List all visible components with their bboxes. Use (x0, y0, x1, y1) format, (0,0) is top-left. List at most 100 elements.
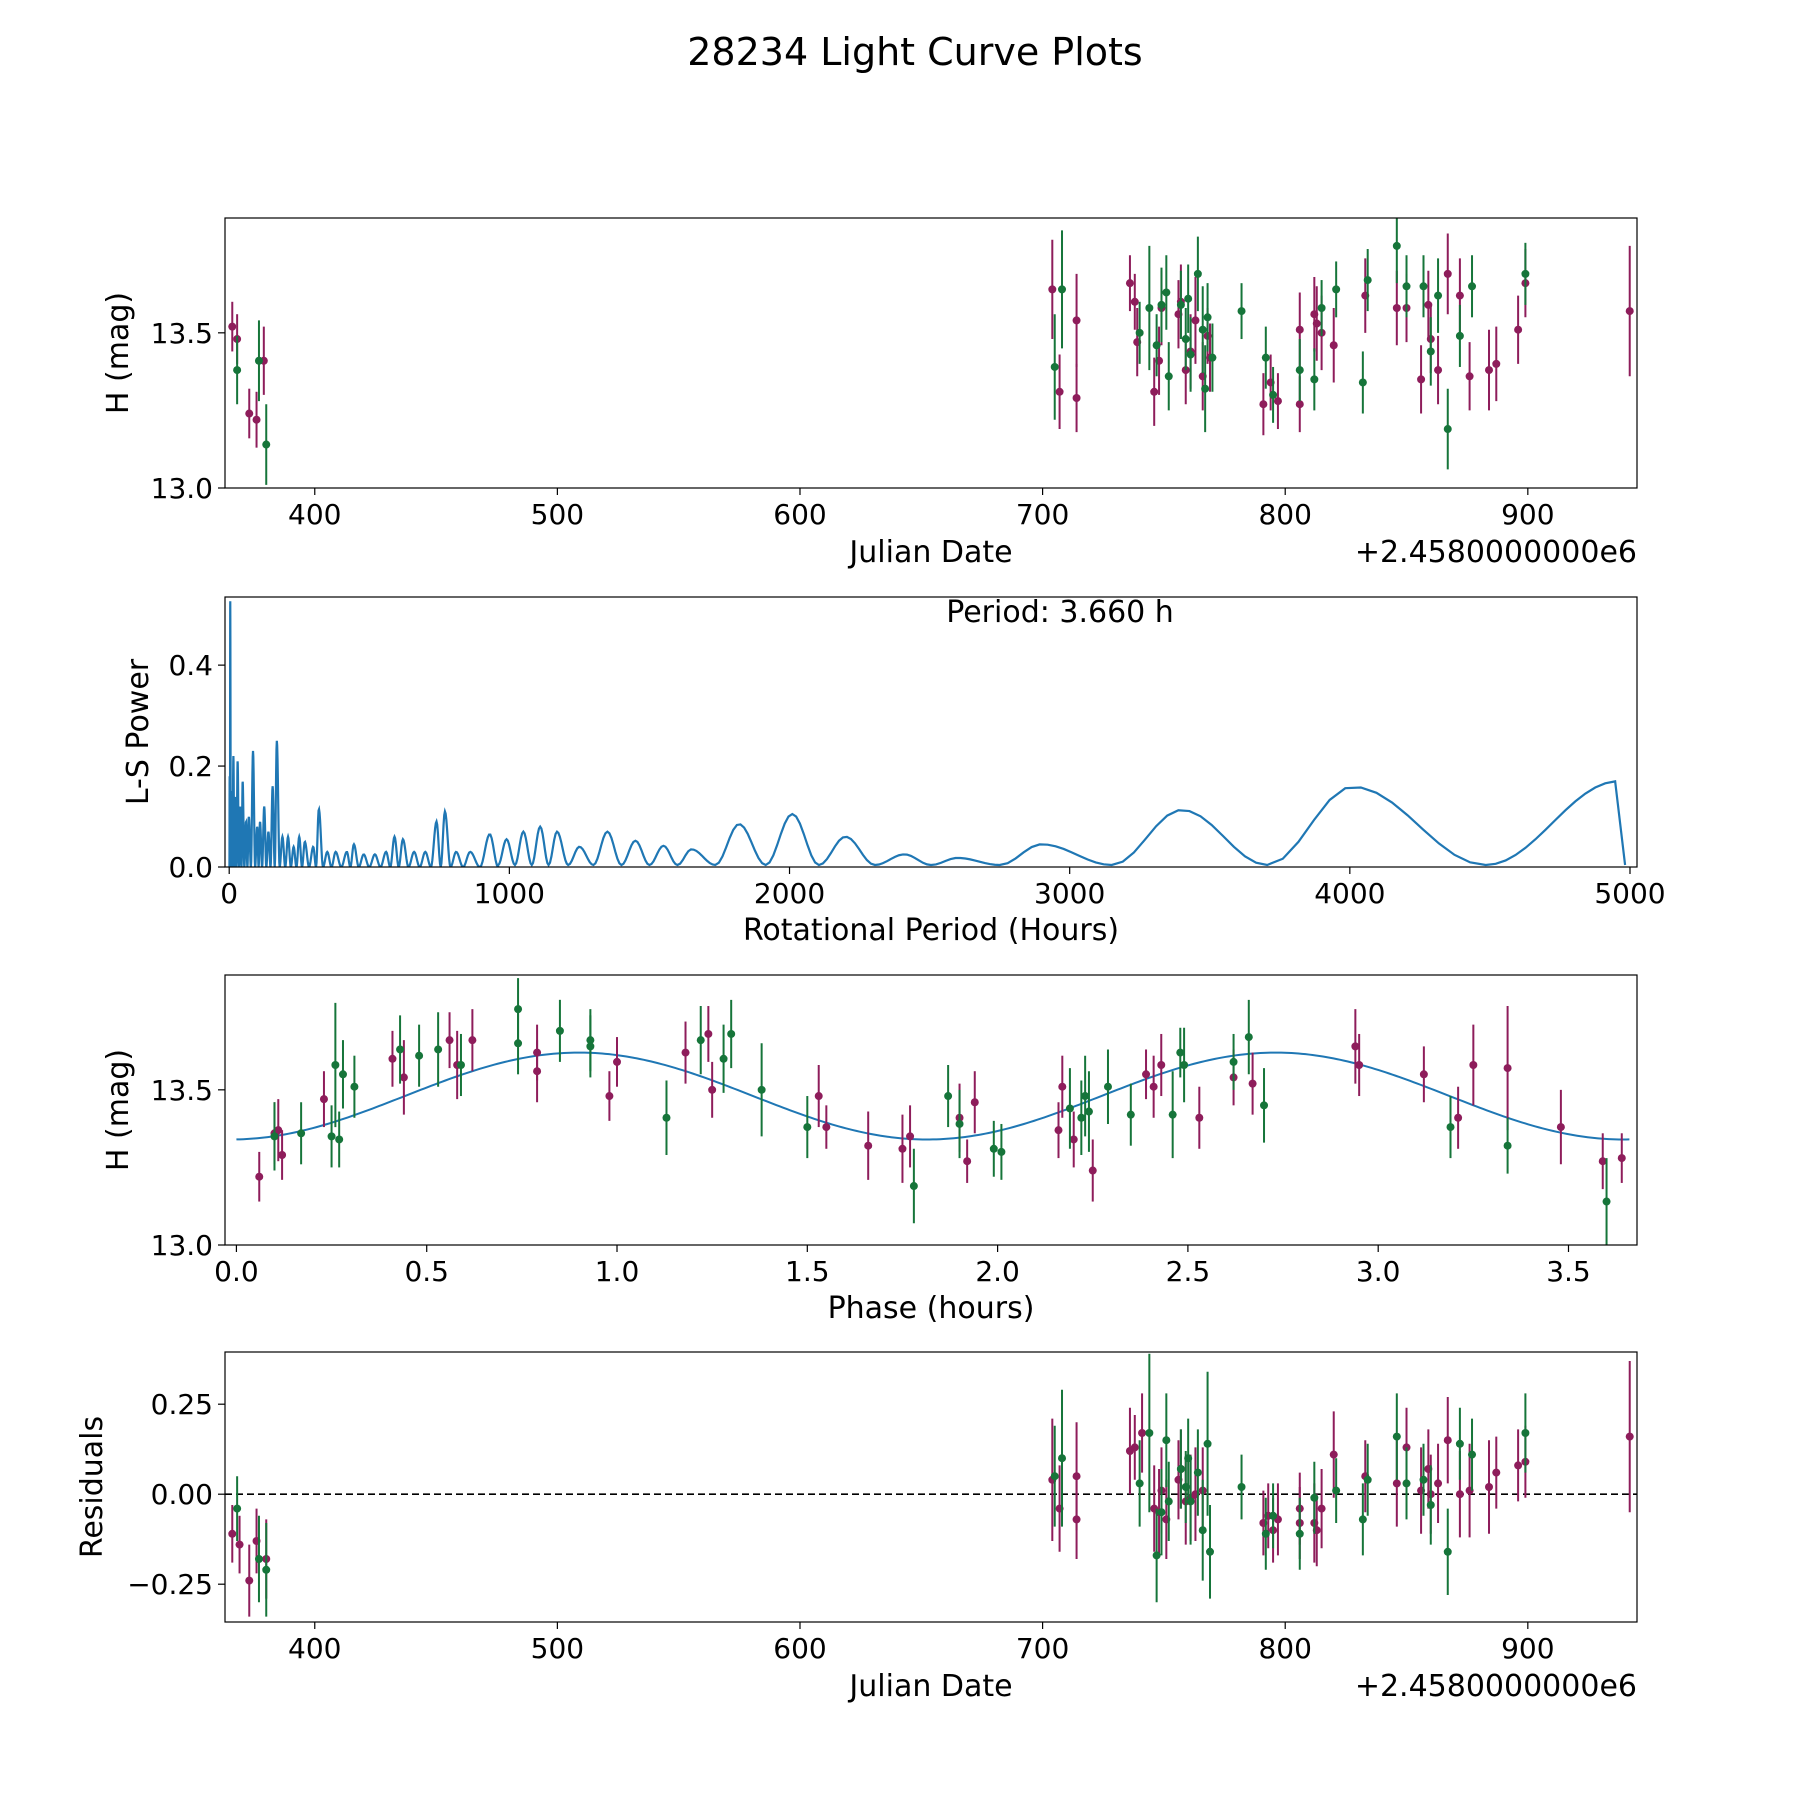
phased-panel: 0.0 0.5 1.0 1.5 2.0 2.5 3.0 3.5 13.0 13.5 Phase (… (101, 974, 1638, 1326)
residuals-data-point (1157, 1508, 1166, 1517)
residuals-data-point (1514, 1461, 1523, 1470)
periodogram-x-axis-label: Rotational Period (Hours) (743, 913, 1119, 948)
lightcurve-data-point (1485, 366, 1494, 375)
periodogram-plot-frame (224, 596, 1638, 868)
residuals-data-point (1625, 1432, 1634, 1441)
phased-data-point (445, 1036, 454, 1045)
lightcurve-data-point (1434, 291, 1443, 300)
lightcurve-data-point (1392, 304, 1401, 312)
lightcurve-data-point (1157, 300, 1166, 309)
residuals-plot-area (225, 1353, 1637, 1617)
lightcurve-data-point (1312, 319, 1321, 328)
lightcurve-data-point (1269, 390, 1278, 399)
lightcurve-data-point (1072, 394, 1081, 402)
lightcurve-x-tick-label: 500 (531, 498, 584, 531)
phased-data-point (338, 1070, 347, 1079)
phased-data-point (1469, 1061, 1478, 1069)
lightcurve-panel: 400 500 600 700 800 900 13.0 13.5 Julian Date H… (101, 217, 1638, 570)
phased-data-point (278, 1151, 287, 1159)
residuals-data-point (1468, 1450, 1477, 1459)
lightcurve-data-point (233, 366, 242, 375)
lightcurve-data-point (1164, 372, 1173, 381)
phased-data-point (434, 1045, 443, 1054)
lightcurve-data-point (1465, 372, 1474, 381)
phased-data-point (297, 1129, 306, 1138)
phased-data-point (708, 1085, 717, 1094)
phased-data-point (681, 1048, 690, 1057)
phased-data-point (906, 1132, 915, 1141)
lightcurve-data-point (1058, 285, 1067, 294)
phased-data-point (555, 1026, 564, 1035)
periodogram-y-tick-label: 0.2 (168, 750, 213, 783)
phased-data-point (1077, 1113, 1086, 1122)
phased-data-point (719, 1054, 728, 1063)
periodogram-x-tick-label: 4000 (1314, 877, 1385, 910)
residuals-x-tick-label: 800 (1258, 1632, 1311, 1665)
lightcurve-data-point (1295, 325, 1304, 334)
lightcurve-data-point (1273, 397, 1282, 406)
residuals-x-axis-label: Julian Date (847, 1669, 1012, 1704)
phased-data-point (586, 1042, 595, 1051)
lightcurve-data-point (1152, 341, 1161, 350)
residuals-x-tick-label: 600 (773, 1632, 826, 1665)
lightcurve-x-tick-label: 400 (288, 498, 341, 531)
lightcurve-data-point (1125, 279, 1134, 288)
phased-data-point (1180, 1061, 1189, 1069)
residuals-data-point (1317, 1504, 1326, 1513)
residuals-x-tick-label: 400 (288, 1632, 341, 1665)
phased-data-point (1126, 1110, 1135, 1119)
lightcurve-data-point (1317, 304, 1326, 312)
residuals-data-point (1329, 1450, 1338, 1459)
phased-x-tick-label: 3.0 (1356, 1255, 1401, 1288)
phased-x-tick-label: 2.5 (1166, 1255, 1211, 1288)
phased-data-point (399, 1073, 408, 1082)
lightcurve-data-point (1468, 282, 1477, 291)
phased-data-point (456, 1061, 465, 1069)
residuals-data-point (1186, 1497, 1195, 1506)
lightcurve-data-point (1186, 350, 1195, 359)
phased-data-point (814, 1092, 823, 1101)
phased-data-point (1260, 1101, 1269, 1110)
lightcurve-data-point (1419, 282, 1428, 291)
phased-data-point (1419, 1070, 1428, 1079)
residuals-data-point (1072, 1472, 1081, 1481)
period-annotation: Period: 3.660 h (946, 595, 1174, 630)
phased-data-point (989, 1144, 998, 1153)
phased-x-axis-label: Phase (hours) (828, 1291, 1035, 1326)
residuals-data-point (1485, 1483, 1494, 1491)
residuals-y-tick-label: 0.25 (151, 1388, 213, 1421)
residuals-data-point (1443, 1436, 1452, 1445)
residuals-data-point (1135, 1479, 1144, 1488)
phased-data-point (1081, 1092, 1090, 1101)
phased-data-point (533, 1067, 542, 1076)
residuals-data-point (1130, 1443, 1139, 1452)
lightcurve-data-point (1203, 313, 1212, 322)
residuals-data-point (1310, 1493, 1319, 1502)
phased-x-tick-label: 1.5 (785, 1255, 830, 1288)
phased-data-point (605, 1092, 614, 1101)
lightcurve-data-point (1055, 387, 1064, 396)
residuals-data-point (1358, 1515, 1367, 1524)
phased-data-point (864, 1141, 873, 1150)
lightcurve-data-point (1417, 375, 1426, 384)
lightcurve-data-point (1050, 362, 1059, 371)
residuals-data-point (1455, 1490, 1464, 1499)
residuals-data-point (1203, 1439, 1212, 1448)
phased-data-point (704, 1029, 713, 1038)
lightcurve-data-point (1208, 353, 1217, 362)
lightcurve-data-point (1310, 375, 1319, 384)
periodogram-x-tick-label: 5000 (1594, 877, 1665, 910)
lightcurve-data-point (1150, 387, 1159, 396)
phased-data-point (1617, 1154, 1626, 1163)
residuals-y-tick-label: −0.25 (127, 1568, 213, 1601)
lightcurve-data-point (1521, 269, 1530, 278)
lightcurve-plot-area (228, 218, 1634, 485)
phased-data-point (1157, 1061, 1166, 1069)
lightcurve-data-point (1295, 366, 1304, 375)
lightcurve-data-point (1392, 241, 1401, 250)
lightcurve-data-point (1162, 288, 1171, 297)
periodogram-line (228, 601, 1627, 867)
residuals-data-point (262, 1565, 271, 1574)
lightcurve-x-axis-label: Julian Date (847, 535, 1012, 570)
lightcurve-data-point (1181, 335, 1190, 344)
